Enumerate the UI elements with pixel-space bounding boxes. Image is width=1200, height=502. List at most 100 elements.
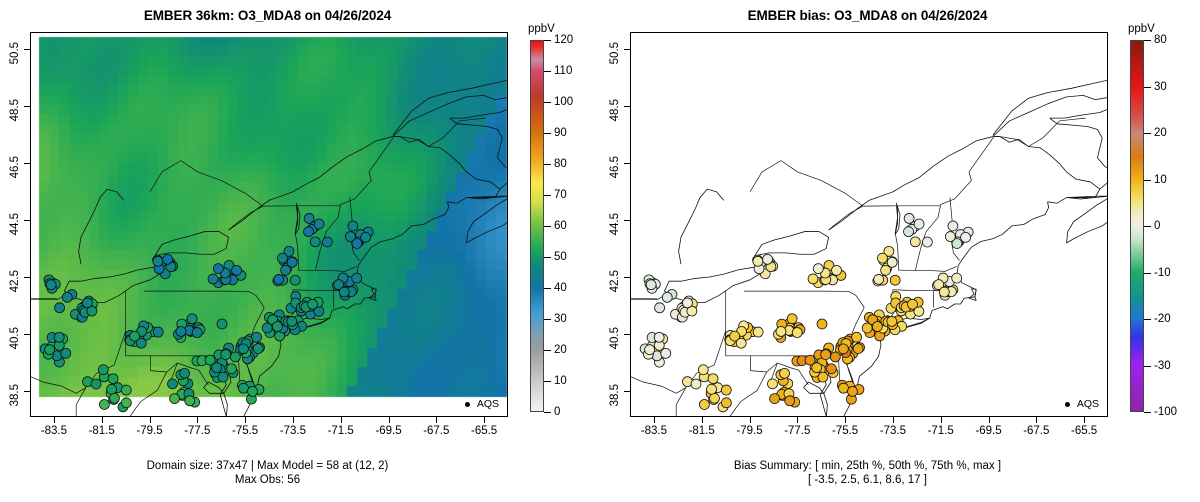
aqs-station-marker[interactable] bbox=[289, 274, 301, 286]
aqs-station-marker[interactable] bbox=[286, 256, 298, 268]
aqs-station-marker[interactable] bbox=[838, 382, 849, 394]
aqs-station-marker[interactable] bbox=[207, 273, 219, 285]
aqs-station-marker[interactable] bbox=[121, 397, 132, 409]
aqs-station-marker[interactable] bbox=[283, 245, 295, 257]
aqs-station-marker[interactable] bbox=[654, 302, 665, 314]
aqs-station-marker[interactable] bbox=[216, 318, 228, 330]
aqs-station-marker[interactable] bbox=[321, 236, 333, 248]
aqs-station-marker[interactable] bbox=[660, 347, 672, 359]
aqs-station-marker[interactable] bbox=[309, 236, 321, 248]
aqs-station-marker[interactable] bbox=[252, 343, 264, 354]
aqs-station-marker[interactable] bbox=[784, 395, 796, 407]
aqs-station-marker[interactable] bbox=[903, 213, 915, 224]
aqs-station-marker[interactable] bbox=[883, 245, 895, 257]
aqs-station-marker[interactable] bbox=[889, 274, 901, 286]
aqs-station-marker[interactable] bbox=[645, 279, 657, 291]
aqs-station-marker[interactable] bbox=[807, 273, 819, 285]
aqs-station-marker[interactable] bbox=[653, 331, 665, 343]
aqs-station-marker[interactable] bbox=[106, 383, 117, 395]
aqs-station-marker[interactable] bbox=[847, 386, 858, 397]
aqs-station-marker[interactable] bbox=[816, 318, 828, 330]
aqs-station-marker[interactable] bbox=[120, 384, 132, 396]
aqs-station-marker[interactable] bbox=[826, 363, 837, 375]
aqs-station-marker[interactable] bbox=[729, 330, 741, 342]
aqs-station-marker[interactable] bbox=[907, 298, 918, 310]
aqs-station-marker[interactable] bbox=[812, 263, 824, 274]
aqs-station-marker[interactable] bbox=[86, 305, 98, 317]
aqs-station-marker[interactable] bbox=[175, 326, 187, 337]
aqs-station-marker[interactable] bbox=[60, 347, 72, 359]
aqs-station-marker[interactable] bbox=[44, 344, 55, 356]
aqs-station-marker[interactable] bbox=[786, 313, 798, 325]
aqs-station-marker[interactable] bbox=[752, 255, 764, 267]
aqs-station-marker[interactable] bbox=[238, 382, 249, 394]
aqs-station-marker[interactable] bbox=[852, 343, 864, 354]
aqs-station-marker[interactable] bbox=[644, 344, 655, 356]
aqs-station-marker[interactable] bbox=[661, 291, 673, 303]
aqs-station-marker[interactable] bbox=[167, 378, 178, 390]
aqs-station-marker[interactable] bbox=[247, 386, 258, 397]
aqs-station-marker[interactable] bbox=[229, 351, 241, 363]
aqs-station-marker[interactable] bbox=[54, 302, 65, 314]
aqs-station-marker[interactable] bbox=[871, 321, 883, 332]
aqs-station-marker[interactable] bbox=[838, 343, 849, 355]
aqs-station-marker[interactable] bbox=[707, 373, 719, 385]
aqs-station-marker[interactable] bbox=[152, 255, 164, 267]
aqs-station-marker[interactable] bbox=[804, 354, 816, 366]
aqs-station-marker[interactable] bbox=[909, 236, 921, 248]
aqs-station-marker[interactable] bbox=[261, 322, 273, 334]
aqs-station-marker[interactable] bbox=[921, 236, 933, 248]
aqs-station-marker[interactable] bbox=[251, 331, 262, 343]
aqs-station-marker[interactable] bbox=[735, 337, 747, 349]
aqs-station-marker[interactable] bbox=[303, 213, 315, 224]
aqs-station-marker[interactable] bbox=[179, 367, 190, 379]
aqs-station-marker[interactable] bbox=[820, 349, 832, 360]
aqs-station-marker[interactable] bbox=[886, 316, 898, 327]
aqs-station-marker[interactable] bbox=[752, 326, 764, 338]
aqs-station-marker[interactable] bbox=[690, 378, 702, 390]
aqs-station-marker[interactable] bbox=[767, 378, 778, 390]
aqs-station-marker[interactable] bbox=[231, 264, 242, 276]
aqs-station-marker[interactable] bbox=[697, 364, 709, 376]
aqs-station-marker[interactable] bbox=[280, 264, 292, 276]
aqs-station-marker[interactable] bbox=[53, 331, 65, 343]
aqs-station-marker[interactable] bbox=[886, 256, 898, 268]
aqs-station-marker[interactable] bbox=[107, 373, 119, 385]
aqs-station-marker[interactable] bbox=[313, 218, 325, 230]
aqs-station-marker[interactable] bbox=[286, 316, 298, 327]
aqs-station-marker[interactable] bbox=[947, 220, 959, 232]
aqs-station-marker[interactable] bbox=[45, 279, 57, 291]
aqs-station-marker[interactable] bbox=[706, 383, 717, 395]
aqs-station-marker[interactable] bbox=[351, 272, 363, 284]
aqs-station-marker[interactable] bbox=[709, 392, 720, 404]
aqs-station-marker[interactable] bbox=[238, 343, 249, 355]
aqs-station-marker[interactable] bbox=[831, 264, 842, 276]
aqs-station-marker[interactable] bbox=[82, 297, 93, 309]
aqs-station-marker[interactable] bbox=[204, 354, 216, 366]
aqs-station-marker[interactable] bbox=[817, 371, 829, 383]
aqs-station-marker[interactable] bbox=[220, 349, 232, 360]
aqs-station-marker[interactable] bbox=[273, 274, 285, 285]
aqs-station-marker[interactable] bbox=[791, 327, 803, 338]
aqs-station-marker[interactable] bbox=[951, 272, 963, 284]
aqs-station-marker[interactable] bbox=[217, 371, 229, 383]
aqs-station-marker[interactable] bbox=[762, 253, 773, 265]
aqs-station-marker[interactable] bbox=[184, 395, 196, 407]
aqs-station-marker[interactable] bbox=[169, 393, 180, 404]
aqs-station-marker[interactable] bbox=[360, 231, 371, 243]
aqs-station-marker[interactable] bbox=[333, 279, 345, 290]
aqs-station-marker[interactable] bbox=[951, 238, 963, 249]
aqs-station-marker[interactable] bbox=[851, 331, 862, 343]
aqs-station-marker[interactable] bbox=[307, 298, 318, 310]
aqs-station-marker[interactable] bbox=[686, 305, 698, 317]
aqs-station-marker[interactable] bbox=[99, 399, 110, 410]
aqs-station-marker[interactable] bbox=[61, 291, 73, 303]
aqs-station-marker[interactable] bbox=[829, 351, 841, 363]
aqs-station-marker[interactable] bbox=[938, 286, 950, 298]
aqs-station-marker[interactable] bbox=[97, 364, 109, 376]
aqs-station-marker[interactable] bbox=[162, 253, 173, 265]
aqs-station-marker[interactable] bbox=[775, 326, 787, 337]
aqs-station-marker[interactable] bbox=[933, 279, 945, 290]
aqs-station-marker[interactable] bbox=[186, 313, 198, 325]
aqs-station-markers[interactable] bbox=[31, 33, 507, 416]
